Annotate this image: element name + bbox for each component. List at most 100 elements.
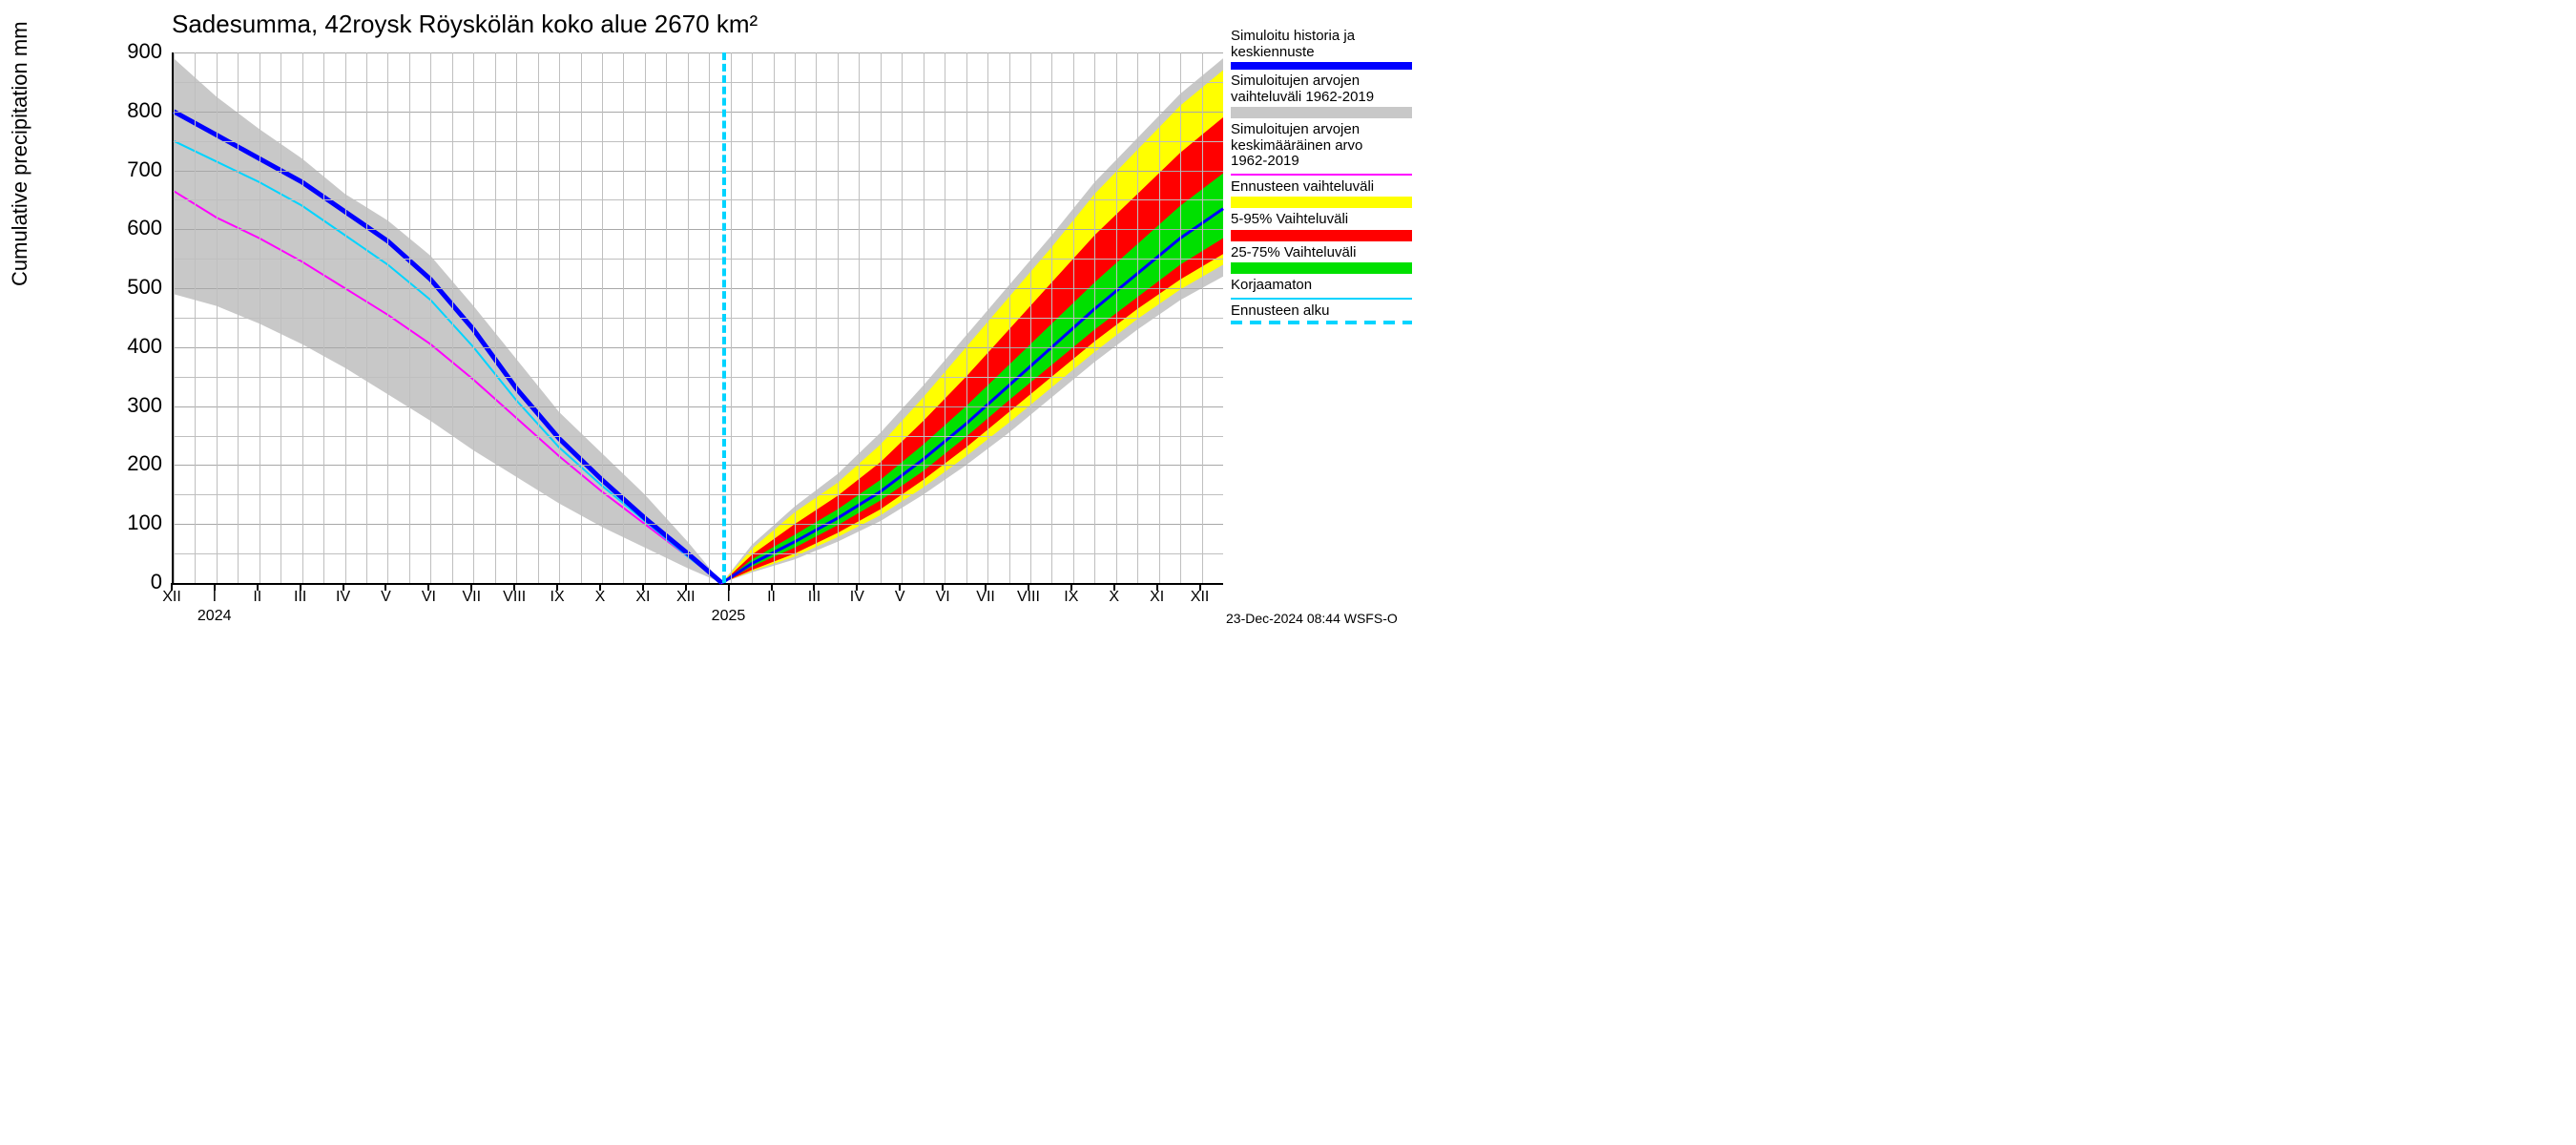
legend-label: Korjaamaton <box>1231 278 1426 294</box>
x-tick-label: IX <box>538 589 576 606</box>
gridline-vertical-minor <box>966 52 967 583</box>
gridline-vertical-minor <box>1137 52 1138 583</box>
y-tick-label: 300 <box>114 393 162 418</box>
gridline-vertical-minor <box>238 52 239 583</box>
x-tick-label: I <box>196 589 234 606</box>
x-tick-mark <box>556 583 558 591</box>
gridline-vertical-minor <box>623 52 624 583</box>
gridline-vertical-minor <box>495 52 496 583</box>
gridline-vertical <box>1116 52 1117 583</box>
gridline-vertical <box>1030 52 1031 583</box>
gridline-vertical <box>387 52 388 583</box>
plot-area <box>172 52 1223 585</box>
footer-timestamp: 23-Dec-2024 08:44 WSFS-O <box>1226 611 1398 626</box>
gridline-vertical-minor <box>1051 52 1052 583</box>
forecast-start-line <box>722 52 726 583</box>
legend-item: 5-95% Vaihteluväli <box>1231 212 1426 241</box>
legend-label: Simuloitu historia ja <box>1231 29 1426 45</box>
y-tick-label: 900 <box>114 39 162 64</box>
legend-label: 25-75% Vaihteluväli <box>1231 245 1426 261</box>
legend-label: Ennusteen alku <box>1231 303 1426 320</box>
gridline-horizontal <box>174 112 1223 113</box>
y-tick-label: 400 <box>114 334 162 359</box>
legend-swatch <box>1231 197 1412 208</box>
gridline-vertical <box>345 52 346 583</box>
x-tick-label: III <box>281 589 320 606</box>
gridline-vertical <box>688 52 689 583</box>
gridline-horizontal <box>174 406 1223 407</box>
gridline-vertical-minor <box>795 52 796 583</box>
y-tick-label: 700 <box>114 157 162 182</box>
x-tick-label: IV <box>838 589 876 606</box>
x-tick-mark <box>1199 583 1201 591</box>
gridline-vertical <box>217 52 218 583</box>
x-tick-label: VII <box>452 589 490 606</box>
gridline-vertical <box>174 52 175 583</box>
x-tick-mark <box>1070 583 1072 591</box>
x-tick-label: VII <box>966 589 1005 606</box>
gridline-vertical-minor <box>666 52 667 583</box>
gridline-vertical <box>1159 52 1160 583</box>
legend-item: Simuloitujen arvojenkeskimääräinen arvo … <box>1231 122 1426 176</box>
x-tick-mark <box>942 583 944 591</box>
gridline-horizontal <box>174 82 1223 83</box>
gridline-vertical <box>645 52 646 583</box>
x-tick-label: XII <box>667 589 705 606</box>
x-tick-mark <box>899 583 901 591</box>
x-tick-mark <box>1156 583 1158 591</box>
x-tick-label: XI <box>624 589 662 606</box>
gridline-vertical-minor <box>538 52 539 583</box>
legend-swatch <box>1231 298 1412 300</box>
gridline-vertical <box>987 52 988 583</box>
x-tick-mark <box>470 583 472 591</box>
legend-label: vaihteluväli 1962-2019 <box>1231 90 1426 106</box>
x-tick-label: IV <box>324 589 363 606</box>
x-tick-label: IX <box>1052 589 1091 606</box>
gridline-horizontal <box>174 347 1223 348</box>
gridline-horizontal <box>174 171 1223 172</box>
y-tick-label: 800 <box>114 98 162 123</box>
x-tick-mark <box>214 583 216 591</box>
legend-swatch <box>1231 321 1412 324</box>
legend-label: 5-95% Vaihteluväli <box>1231 212 1426 228</box>
chart-title: Sadesumma, 42roysk Röyskölän koko alue 2… <box>172 10 758 39</box>
gridline-vertical <box>1202 52 1203 583</box>
x-tick-mark <box>427 583 429 591</box>
gridline-vertical-minor <box>195 52 196 583</box>
gridline-horizontal <box>174 377 1223 378</box>
gridline-horizontal <box>174 52 1223 53</box>
y-tick-label: 600 <box>114 216 162 240</box>
gridline-vertical-minor <box>1094 52 1095 583</box>
gridline-horizontal <box>174 141 1223 142</box>
x-tick-label: III <box>795 589 833 606</box>
gridline-vertical-minor <box>581 52 582 583</box>
legend-item: Korjaamaton <box>1231 278 1426 300</box>
gridline-vertical <box>473 52 474 583</box>
y-tick-label: 200 <box>114 451 162 476</box>
legend-label: Simuloitujen arvojen <box>1231 73 1426 90</box>
y-tick-label: 100 <box>114 510 162 535</box>
x-tick-label: II <box>239 589 277 606</box>
y-axis-label: Cumulative precipitation mm <box>8 21 32 286</box>
x-tick-label: V <box>881 589 919 606</box>
gridline-horizontal <box>174 318 1223 319</box>
x-tick-mark <box>642 583 644 591</box>
x-year-label-right: 2025 <box>712 608 746 625</box>
gridline-vertical-minor <box>838 52 839 583</box>
x-tick-mark <box>599 583 601 591</box>
legend-item: Ennusteen vaihteluväli <box>1231 179 1426 209</box>
x-tick-mark <box>1028 583 1029 591</box>
gridline-vertical <box>774 52 775 583</box>
band-forecast_band_gray <box>722 58 1223 583</box>
gridline-horizontal <box>174 229 1223 230</box>
x-tick-label: X <box>581 589 619 606</box>
gridline-vertical-minor <box>1180 52 1181 583</box>
gridline-horizontal <box>174 553 1223 554</box>
gridline-vertical <box>902 52 903 583</box>
x-tick-label: V <box>366 589 405 606</box>
x-year-label-left: 2024 <box>197 608 232 625</box>
gridline-vertical-minor <box>452 52 453 583</box>
legend-item: Simuloitu historia jakeskiennuste <box>1231 29 1426 70</box>
legend-swatch <box>1231 62 1412 70</box>
gridline-horizontal <box>174 524 1223 525</box>
